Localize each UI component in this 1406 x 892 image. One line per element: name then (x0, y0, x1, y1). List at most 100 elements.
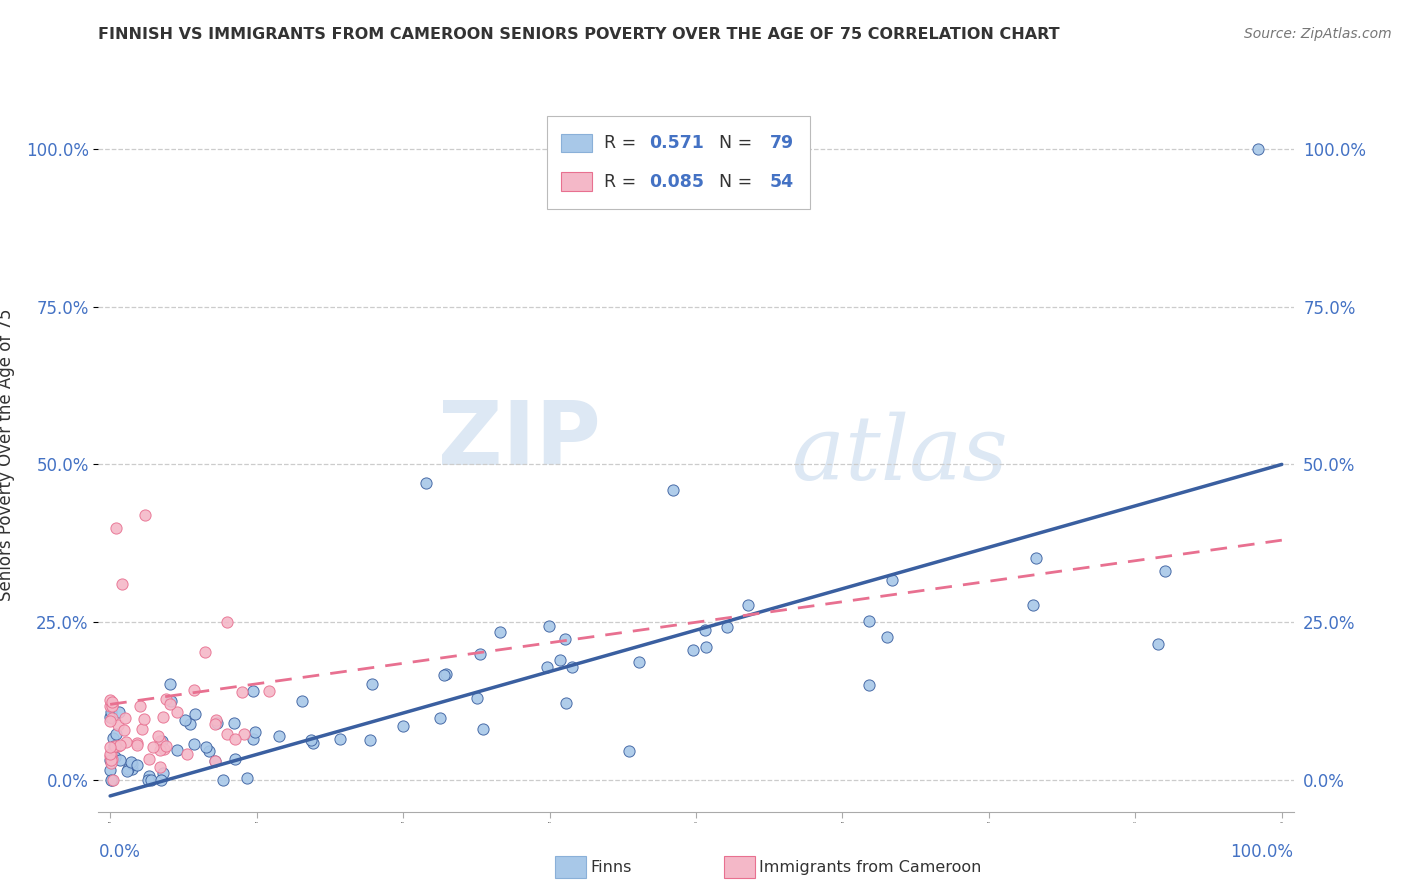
Text: Source: ZipAtlas.com: Source: ZipAtlas.com (1244, 27, 1392, 41)
Point (217, 615, 239, 630)
Point (242, 684, 264, 698)
Point (149, 743, 172, 757)
Point (204, 713, 226, 727)
Point (128, 699, 150, 714)
Point (105, 727, 128, 741)
Point (858, 615, 880, 629)
Point (101, 731, 124, 746)
Point (880, 573, 903, 587)
Point (142, 739, 165, 754)
Point (536, 660, 558, 674)
Point (205, 716, 228, 731)
Point (858, 678, 880, 692)
Point (166, 705, 188, 719)
Bar (561, 172, 592, 191)
Point (361, 677, 384, 691)
Point (194, 740, 217, 755)
Point (155, 692, 177, 706)
Point (661, 483, 683, 497)
Text: R =: R = (605, 134, 641, 152)
Point (112, 723, 135, 737)
Text: N =: N = (709, 134, 758, 152)
Point (242, 732, 264, 747)
Point (224, 731, 246, 746)
FancyBboxPatch shape (547, 116, 810, 209)
Point (204, 717, 226, 731)
Point (127, 738, 149, 752)
Point (104, 739, 127, 753)
Point (149, 734, 172, 748)
Point (134, 508, 156, 522)
Point (392, 718, 415, 732)
Point (105, 520, 128, 534)
Point (433, 668, 456, 682)
Point (561, 660, 583, 674)
Point (117, 762, 139, 776)
Point (108, 706, 131, 720)
Text: 0.571: 0.571 (650, 134, 704, 152)
Text: 0.085: 0.085 (650, 173, 704, 191)
Point (120, 756, 142, 770)
Point (98, 739, 121, 754)
Point (131, 722, 153, 736)
Point (628, 655, 651, 669)
Point (166, 743, 188, 757)
Point (103, 739, 125, 753)
Point (174, 713, 197, 727)
Point (693, 623, 716, 637)
Text: R =: R = (605, 173, 641, 191)
Point (138, 773, 160, 788)
Point (176, 747, 198, 761)
Point (619, 744, 641, 758)
Point (299, 732, 322, 747)
Point (291, 694, 314, 708)
Point (100, 752, 122, 766)
Point (489, 625, 512, 640)
Point (224, 715, 246, 730)
Point (149, 773, 172, 788)
Point (224, 752, 246, 766)
Point (184, 707, 207, 722)
Point (121, 762, 143, 776)
Point (101, 773, 124, 788)
Point (179, 716, 201, 731)
Point (152, 766, 174, 780)
Point (100, 693, 122, 707)
Point (155, 739, 177, 753)
Point (555, 696, 578, 710)
Point (115, 735, 138, 749)
Point (111, 577, 134, 591)
Point (159, 677, 181, 691)
Text: N =: N = (709, 173, 758, 191)
Point (211, 773, 233, 788)
Point (149, 760, 172, 774)
Point (98, 747, 121, 761)
Point (204, 754, 226, 768)
Point (231, 685, 253, 699)
Point (1022, 598, 1045, 612)
Point (194, 645, 217, 659)
Point (101, 773, 124, 788)
Text: Immigrants from Cameroon: Immigrants from Cameroon (759, 860, 981, 874)
Point (468, 648, 491, 662)
Text: 0.0%: 0.0% (98, 843, 141, 861)
Y-axis label: Seniors Poverty Over the Age of 75: Seniors Poverty Over the Age of 75 (0, 309, 14, 601)
Point (98, 714, 121, 728)
Point (146, 729, 169, 743)
Bar (561, 134, 592, 153)
Point (138, 752, 160, 766)
Point (150, 733, 173, 747)
Point (434, 667, 457, 681)
Text: Finns: Finns (591, 860, 631, 874)
Point (183, 737, 205, 751)
Point (107, 717, 129, 731)
Point (876, 630, 898, 644)
Point (138, 769, 160, 783)
Point (554, 632, 576, 646)
Point (243, 724, 266, 739)
Point (1147, 637, 1170, 651)
Point (257, 683, 280, 698)
Point (301, 735, 323, 749)
Point (215, 727, 238, 741)
Point (682, 643, 704, 657)
